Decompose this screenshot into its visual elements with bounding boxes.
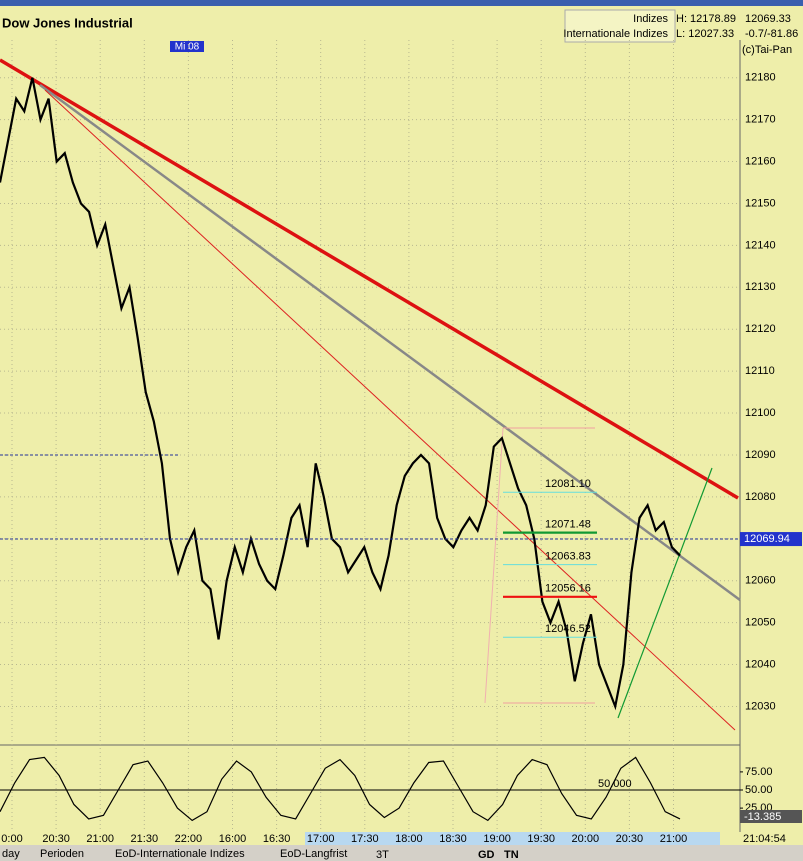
y-tick-label: 12130	[745, 281, 776, 293]
change: -0.7/-81.86	[745, 28, 798, 40]
group: Indizes	[633, 13, 668, 25]
fib-label: 12056.16	[545, 583, 591, 595]
x-tick-label: 17:00	[307, 833, 335, 845]
tab[interactable]: Perioden	[40, 848, 84, 860]
x-tick-label: 16:30	[263, 833, 291, 845]
chart-title: Dow Jones Industrial	[2, 15, 133, 30]
tab[interactable]: EoD-Internationale Indizes	[115, 848, 245, 860]
y-tick-label: 12120	[745, 323, 776, 335]
x-tick-label: 20:30	[616, 833, 644, 845]
last: 12069.33	[745, 13, 791, 25]
last-price-bg	[740, 532, 802, 547]
y-tick-label: 12160	[745, 155, 776, 167]
tab[interactable]: EoD-Langfrist	[280, 848, 347, 860]
last-price-label: 12069.94	[744, 533, 790, 545]
x-tick-label: 21:00	[660, 833, 688, 845]
day-marker-bg	[170, 41, 204, 52]
y-tick-label: 12140	[745, 239, 776, 251]
fib-label: 12063.83	[545, 551, 591, 563]
y-tick-label: 50.00	[745, 784, 773, 796]
fib-label: 12046.52	[545, 623, 591, 635]
fib-line	[484, 427, 504, 704]
x-tick-label: 20:00	[572, 833, 600, 845]
fib-label: 12081.10	[545, 478, 591, 490]
y-tick-label: 75.00	[745, 766, 773, 778]
x-tick-label: 17:30	[351, 833, 379, 845]
current-bg	[740, 810, 802, 823]
time-bar	[305, 832, 720, 845]
clock: 21:04:54	[743, 833, 786, 845]
high: H: 12178.89	[676, 13, 736, 25]
x-tick-label: 20:30	[42, 833, 70, 845]
x-tick-label: 19:30	[527, 833, 555, 845]
tool[interactable]: GD	[478, 849, 495, 861]
tab-bar	[0, 845, 803, 861]
x-tick-label: 21:30	[131, 833, 159, 845]
tab[interactable]: day	[2, 848, 20, 860]
subgroup: Internationale Indizes	[563, 28, 668, 40]
y-tick-label: 12110	[745, 365, 775, 377]
y-tick-label: 12060	[745, 575, 776, 587]
x-tick-label: 21:00	[86, 833, 114, 845]
tool[interactable]: 3T	[376, 849, 389, 861]
level-label: 50.000	[598, 778, 632, 790]
trend-lines	[0, 58, 741, 731]
y-tick-label: 12030	[745, 700, 776, 712]
info-box	[564, 9, 676, 43]
trend-line	[44, 89, 736, 731]
day-marker: Mi 08	[175, 42, 200, 53]
trend-line	[39, 83, 741, 602]
trend-line	[0, 58, 739, 500]
x-tick-label: 18:30	[439, 833, 467, 845]
y-tick-label: 12170	[745, 114, 776, 126]
x-tick-label: 19:00	[483, 833, 511, 845]
y-tick-label: 12090	[745, 449, 776, 461]
y-tick-label: 12150	[745, 197, 776, 209]
x-tick-label: 0:00	[1, 833, 22, 845]
y-tick-label: 12100	[745, 407, 776, 419]
y-tick-label: 12040	[745, 658, 776, 670]
price-line	[0, 756, 681, 822]
title-bar	[0, 0, 803, 6]
y-tick-label: 12050	[745, 617, 776, 629]
trend-line	[617, 467, 713, 719]
y-tick-label: 12180	[745, 72, 776, 84]
x-tick-label: 16:00	[219, 833, 247, 845]
copyright: (c)Tai-Pan	[742, 44, 792, 56]
low: L: 12027.33	[676, 28, 734, 40]
current-label: -13.385	[744, 811, 781, 823]
x-tick-label: 22:00	[175, 833, 203, 845]
price-line	[0, 77, 681, 711]
fib-label: 12071.48	[545, 519, 591, 531]
tool[interactable]: TN	[504, 849, 519, 861]
x-tick-label: 18:00	[395, 833, 423, 845]
y-tick-label: 12080	[745, 491, 776, 503]
